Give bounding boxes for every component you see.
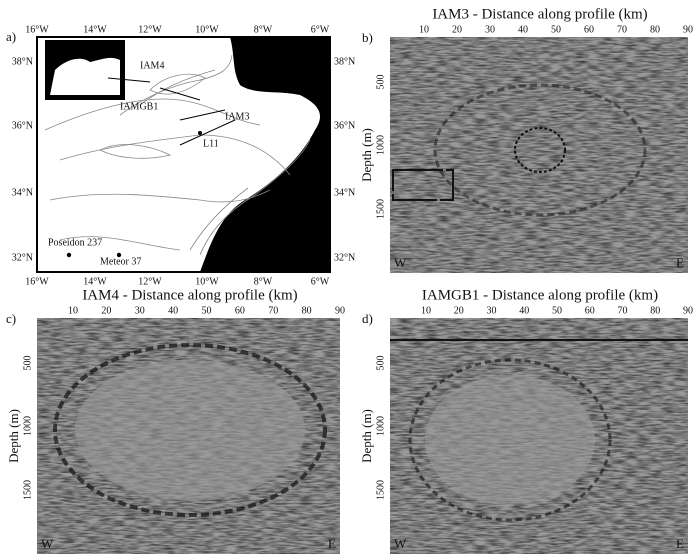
lat-tick-label: 32°N <box>12 252 33 263</box>
place-label: Meteor 37 <box>100 256 141 267</box>
x-tick-label: 80 <box>302 305 312 316</box>
x-tick-label: 90 <box>335 305 345 316</box>
seismic-b <box>390 37 688 273</box>
west-label: W <box>41 536 54 551</box>
place-label: L11 <box>203 138 219 149</box>
lat-tick-label: 34°N <box>12 187 33 198</box>
lat-tick-label: 38°N <box>334 56 355 67</box>
panel-title: IAMGB1 - Distance along profile (km) <box>422 287 658 303</box>
x-tick-label: 20 <box>101 305 111 316</box>
x-tick-label: 80 <box>650 24 660 35</box>
lon-tick-label: 6°W <box>311 276 330 287</box>
x-tick-label: 30 <box>487 305 497 316</box>
place-label: IAM3 <box>225 111 249 122</box>
x-tick-label: 80 <box>650 305 660 316</box>
x-tick-label: 50 <box>202 305 212 316</box>
lat-tick-label: 36°N <box>334 120 355 131</box>
lon-tick-label: 8°W <box>254 276 273 287</box>
east-label: E <box>676 255 684 270</box>
lon-tick-label: 8°W <box>254 24 273 35</box>
lon-tick-label: 16°W <box>25 276 49 287</box>
x-tick-label: 60 <box>584 24 594 35</box>
y-tick-label: 1500 <box>22 480 33 500</box>
lat-tick-label: 38°N <box>12 56 33 67</box>
x-tick-label: 20 <box>452 24 462 35</box>
x-tick-label: 20 <box>454 305 464 316</box>
lon-tick-label: 6°W <box>311 24 330 35</box>
x-tick-label: 90 <box>683 24 693 35</box>
lon-tick-label: 16°W <box>25 24 49 35</box>
x-tick-label: 10 <box>419 24 429 35</box>
panel-title: IAM4 - Distance along profile (km) <box>82 287 297 303</box>
east-label: E <box>676 536 684 551</box>
y-tick-label: 1000 <box>22 416 33 436</box>
lon-tick-label: 12°W <box>138 276 162 287</box>
y-axis-label: Depth (m) <box>6 409 21 463</box>
x-tick-label: 70 <box>617 24 627 35</box>
x-tick-label: 40 <box>168 305 178 316</box>
y-tick-label: 1500 <box>375 199 386 219</box>
x-tick-label: 50 <box>552 305 562 316</box>
x-tick-label: 90 <box>683 305 693 316</box>
lat-tick-label: 34°N <box>334 187 355 198</box>
y-tick-label: 1000 <box>375 416 386 436</box>
y-tick-label: 500 <box>375 75 386 90</box>
seismic-c <box>37 318 340 554</box>
x-tick-label: 10 <box>68 305 78 316</box>
lon-tick-label: 12°W <box>138 24 162 35</box>
lat-tick-label: 32°N <box>334 252 355 263</box>
lon-tick-label: 14°W <box>83 276 107 287</box>
seismic-d <box>390 318 688 554</box>
panel-label: b) <box>362 30 373 45</box>
x-tick-label: 50 <box>551 24 561 35</box>
panel-label: c) <box>6 311 16 326</box>
panel-label: a) <box>6 29 16 44</box>
x-tick-label: 30 <box>135 305 145 316</box>
y-tick-label: 1000 <box>375 135 386 155</box>
place-label: IAMGB1 <box>120 101 158 112</box>
x-tick-label: 70 <box>268 305 278 316</box>
panel-title: IAM3 - Distance along profile (km) <box>432 6 647 22</box>
y-tick-label: 500 <box>375 356 386 371</box>
x-tick-label: 40 <box>518 24 528 35</box>
x-tick-label: 10 <box>421 305 431 316</box>
y-tick-label: 500 <box>22 356 33 371</box>
x-tick-label: 60 <box>235 305 245 316</box>
y-tick-label: 1500 <box>375 480 386 500</box>
panel-label: d) <box>362 311 373 326</box>
west-label: W <box>394 255 407 270</box>
x-tick-label: 60 <box>585 305 595 316</box>
x-tick-label: 70 <box>618 305 628 316</box>
place-label: Poseidon 237 <box>48 237 102 248</box>
y-axis-label: Depth (m) <box>359 409 374 463</box>
x-tick-label: 30 <box>485 24 495 35</box>
lon-tick-label: 14°W <box>83 24 107 35</box>
lon-tick-label: 10°W <box>195 276 219 287</box>
east-label: E <box>328 536 336 551</box>
y-axis-label: Depth (m) <box>359 128 374 182</box>
map <box>36 36 331 273</box>
x-tick-label: 40 <box>519 305 529 316</box>
west-label: W <box>394 536 407 551</box>
lat-tick-label: 36°N <box>12 120 33 131</box>
lon-tick-label: 10°W <box>195 24 219 35</box>
place-label: IAM4 <box>140 60 164 71</box>
